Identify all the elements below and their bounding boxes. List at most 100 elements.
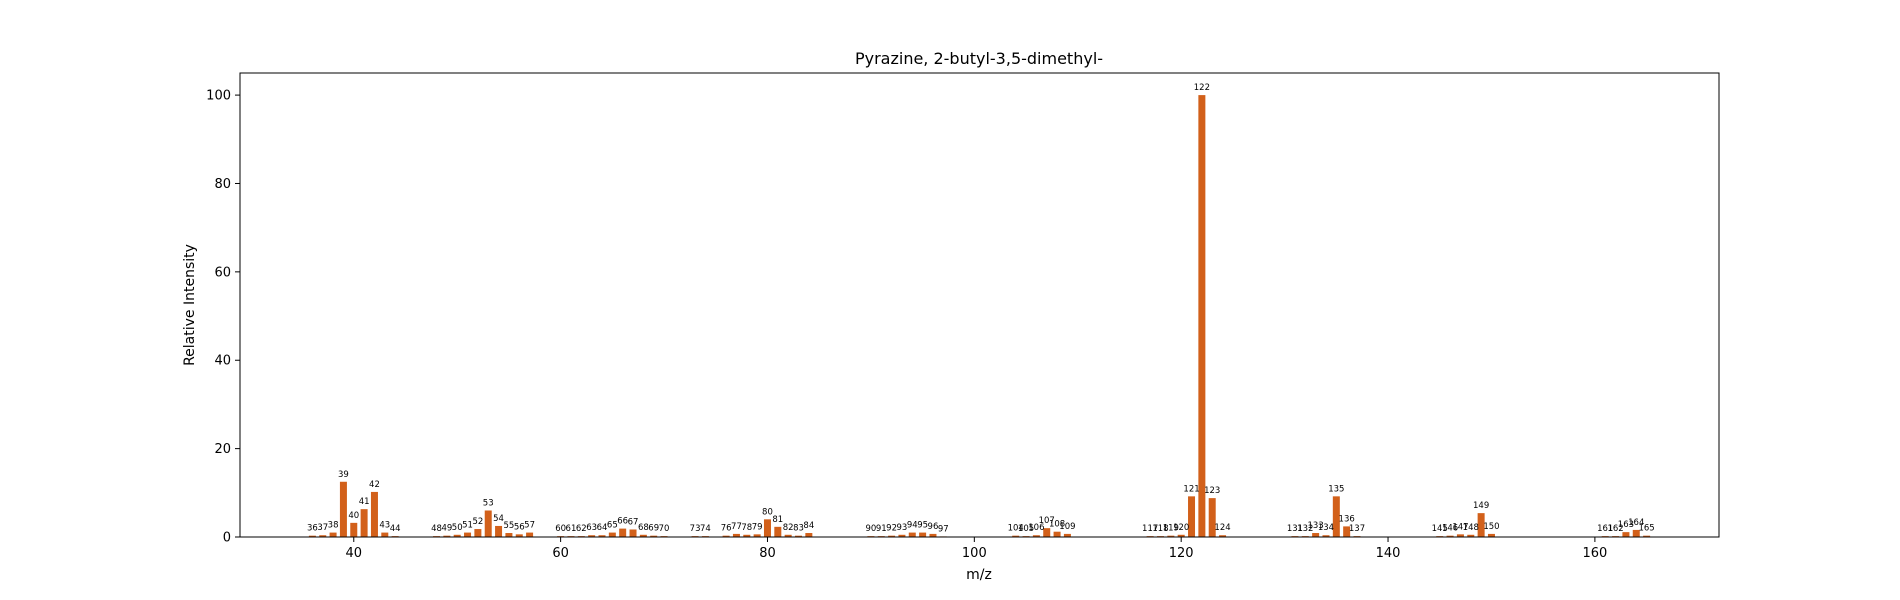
- peak-bar-124: [1219, 535, 1227, 537]
- peak-label-51: 51: [462, 521, 473, 531]
- peak-label-147: 147: [1452, 522, 1468, 532]
- y-tick-label: 60: [214, 265, 231, 280]
- peak-label-65: 65: [607, 521, 618, 531]
- peak-label-73: 73: [690, 524, 701, 534]
- peak-bar-67: [629, 529, 637, 537]
- peak-bar-63: [588, 535, 596, 537]
- peak-bar-106: [1032, 535, 1040, 537]
- peak-bar-165: [1643, 535, 1651, 537]
- peak-label-165: 165: [1638, 524, 1654, 534]
- peak-bar-96: [929, 533, 937, 537]
- peak-label-38: 38: [328, 521, 339, 531]
- peak-bar-147: [1456, 534, 1464, 537]
- peak-label-63: 63: [586, 523, 597, 533]
- x-tick-label: 160: [1582, 546, 1607, 561]
- peak-label-66: 66: [617, 517, 628, 527]
- peak-label-148: 148: [1463, 523, 1479, 533]
- peak-label-124: 124: [1214, 523, 1230, 533]
- peak-label-108: 108: [1049, 520, 1065, 530]
- peak-bar-163: [1622, 532, 1630, 537]
- peak-bar-69: [650, 535, 658, 537]
- peak-bar-93: [898, 534, 906, 537]
- peak-label-81: 81: [772, 515, 783, 525]
- peak-label-164: 164: [1628, 518, 1644, 528]
- chart-title: Pyrazine, 2-butyl-3,5-dimethyl-: [855, 49, 1103, 68]
- peak-label-95: 95: [917, 521, 928, 531]
- peak-label-104: 104: [1008, 524, 1024, 534]
- peak-label-90: 90: [865, 524, 876, 534]
- peak-label-135: 135: [1328, 484, 1344, 494]
- peak-label-120: 120: [1173, 523, 1189, 533]
- y-tick-label: 80: [214, 177, 231, 192]
- peak-bar-120: [1177, 534, 1185, 537]
- peak-bar-55: [505, 533, 513, 537]
- peak-label-43: 43: [379, 521, 390, 531]
- peak-label-78: 78: [741, 523, 752, 533]
- peak-label-118: 118: [1152, 524, 1168, 534]
- peak-bar-136: [1343, 526, 1351, 537]
- peak-bar-39: [339, 481, 347, 537]
- peak-bar-150: [1487, 533, 1495, 537]
- peak-label-68: 68: [638, 523, 649, 533]
- peak-bar-56: [515, 534, 523, 537]
- peak-label-84: 84: [803, 521, 814, 531]
- peak-label-70: 70: [659, 524, 670, 534]
- peak-label-131: 131: [1287, 524, 1303, 534]
- y-tick-label: 40: [214, 354, 231, 369]
- peak-label-122: 122: [1194, 83, 1210, 93]
- peak-bar-43: [381, 532, 389, 537]
- peak-label-76: 76: [721, 524, 732, 534]
- peak-label-94: 94: [907, 521, 918, 531]
- peak-bar-82: [784, 534, 792, 537]
- bars-group: [308, 95, 1651, 537]
- peak-bar-38: [329, 532, 337, 537]
- peak-label-57: 57: [524, 521, 535, 531]
- peak-label-49: 49: [441, 524, 452, 534]
- peak-bar-79: [753, 534, 761, 537]
- peak-bar-149: [1477, 513, 1485, 537]
- peak-bar-76: [722, 535, 730, 537]
- peak-label-53: 53: [483, 498, 494, 508]
- peak-bar-134: [1322, 535, 1330, 537]
- peak-bar-65: [608, 532, 616, 537]
- x-axis-ticks: 40 60 80 100 120 140 160: [345, 537, 1607, 561]
- peak-label-145: 145: [1432, 524, 1448, 534]
- peak-label-149: 149: [1473, 501, 1489, 511]
- peak-label-36: 36: [307, 524, 318, 534]
- peak-bar-109: [1063, 533, 1071, 537]
- peak-bar-42: [370, 491, 378, 537]
- peak-bar-135: [1332, 496, 1340, 537]
- peak-bar-53: [484, 510, 492, 537]
- peak-label-41: 41: [359, 497, 370, 507]
- x-axis-label: m/z: [966, 567, 992, 583]
- peak-label-82: 82: [783, 523, 794, 533]
- peak-label-109: 109: [1059, 522, 1075, 532]
- x-tick-label: 100: [962, 546, 987, 561]
- peak-label-163: 163: [1618, 520, 1634, 530]
- peak-label-91: 91: [876, 524, 887, 534]
- peak-bar-68: [639, 534, 647, 537]
- peak-label-56: 56: [514, 522, 525, 532]
- y-tick-label: 100: [206, 89, 231, 104]
- peak-label-54: 54: [493, 514, 504, 524]
- peak-label-105: 105: [1018, 524, 1034, 534]
- peak-bar-84: [805, 533, 813, 537]
- peak-bar-77: [732, 533, 740, 537]
- peak-label-136: 136: [1339, 514, 1355, 524]
- peak-bar-64: [598, 535, 606, 537]
- peak-label-92: 92: [886, 524, 897, 534]
- peak-bar-51: [464, 532, 472, 537]
- peak-bar-121: [1188, 496, 1196, 537]
- x-tick-label: 40: [345, 546, 362, 561]
- peak-label-80: 80: [762, 507, 773, 517]
- peak-label-150: 150: [1483, 522, 1499, 532]
- y-tick-label: 0: [223, 531, 231, 546]
- peak-label-69: 69: [648, 524, 659, 534]
- peak-bar-92: [888, 535, 896, 537]
- peak-bar-108: [1053, 531, 1061, 537]
- peak-label-146: 146: [1442, 524, 1458, 534]
- x-tick-label: 60: [552, 546, 569, 561]
- peak-bar-123: [1208, 498, 1216, 537]
- peak-label-67: 67: [628, 517, 639, 527]
- peak-bar-37: [319, 535, 327, 537]
